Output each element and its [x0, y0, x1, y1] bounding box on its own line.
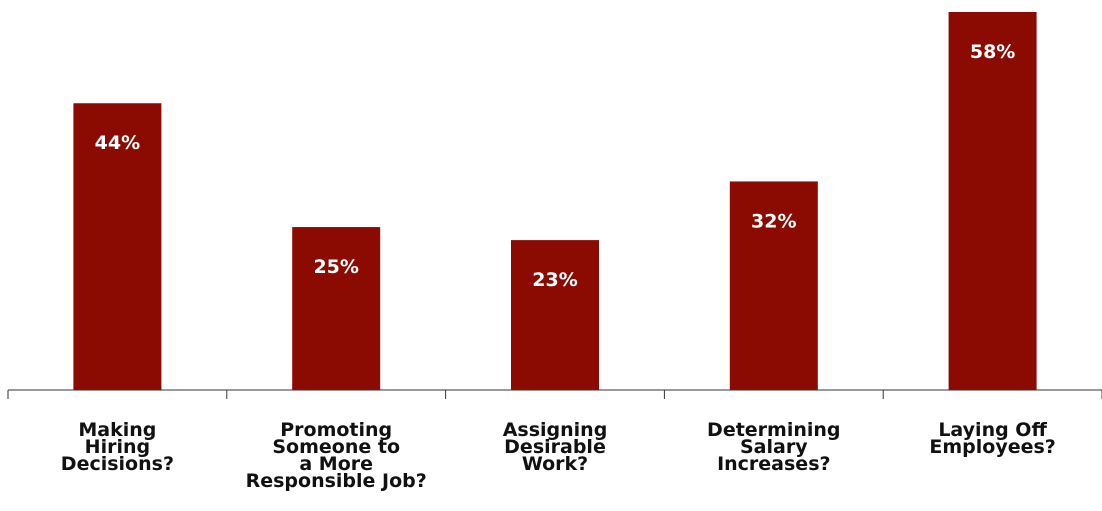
category-label-5: Laying Off Employees? — [929, 419, 1056, 458]
bar-5 — [948, 12, 1037, 390]
data-label-4: 32% — [751, 210, 796, 232]
data-label-2: 25% — [313, 256, 358, 278]
category-label-2: Promoting Someone to a More Responsible … — [245, 419, 427, 492]
x-axis — [7, 389, 1102, 399]
data-label-5: 58% — [970, 41, 1015, 63]
category-label-4: Determining Salary Increases? — [707, 419, 841, 475]
data-label-1: 44% — [95, 132, 140, 154]
bar-4 — [729, 181, 818, 390]
category-label-1: Making Hiring Decisions? — [60, 419, 174, 475]
bar-3 — [511, 240, 599, 390]
category-label-3: Assigning Desirable Work? — [502, 419, 608, 475]
data-label-3: 23% — [532, 269, 577, 291]
bar-1 — [73, 103, 162, 390]
bars-group: 44% 25% 23% 32% 58% — [73, 12, 1037, 390]
bar-2 — [292, 227, 381, 390]
